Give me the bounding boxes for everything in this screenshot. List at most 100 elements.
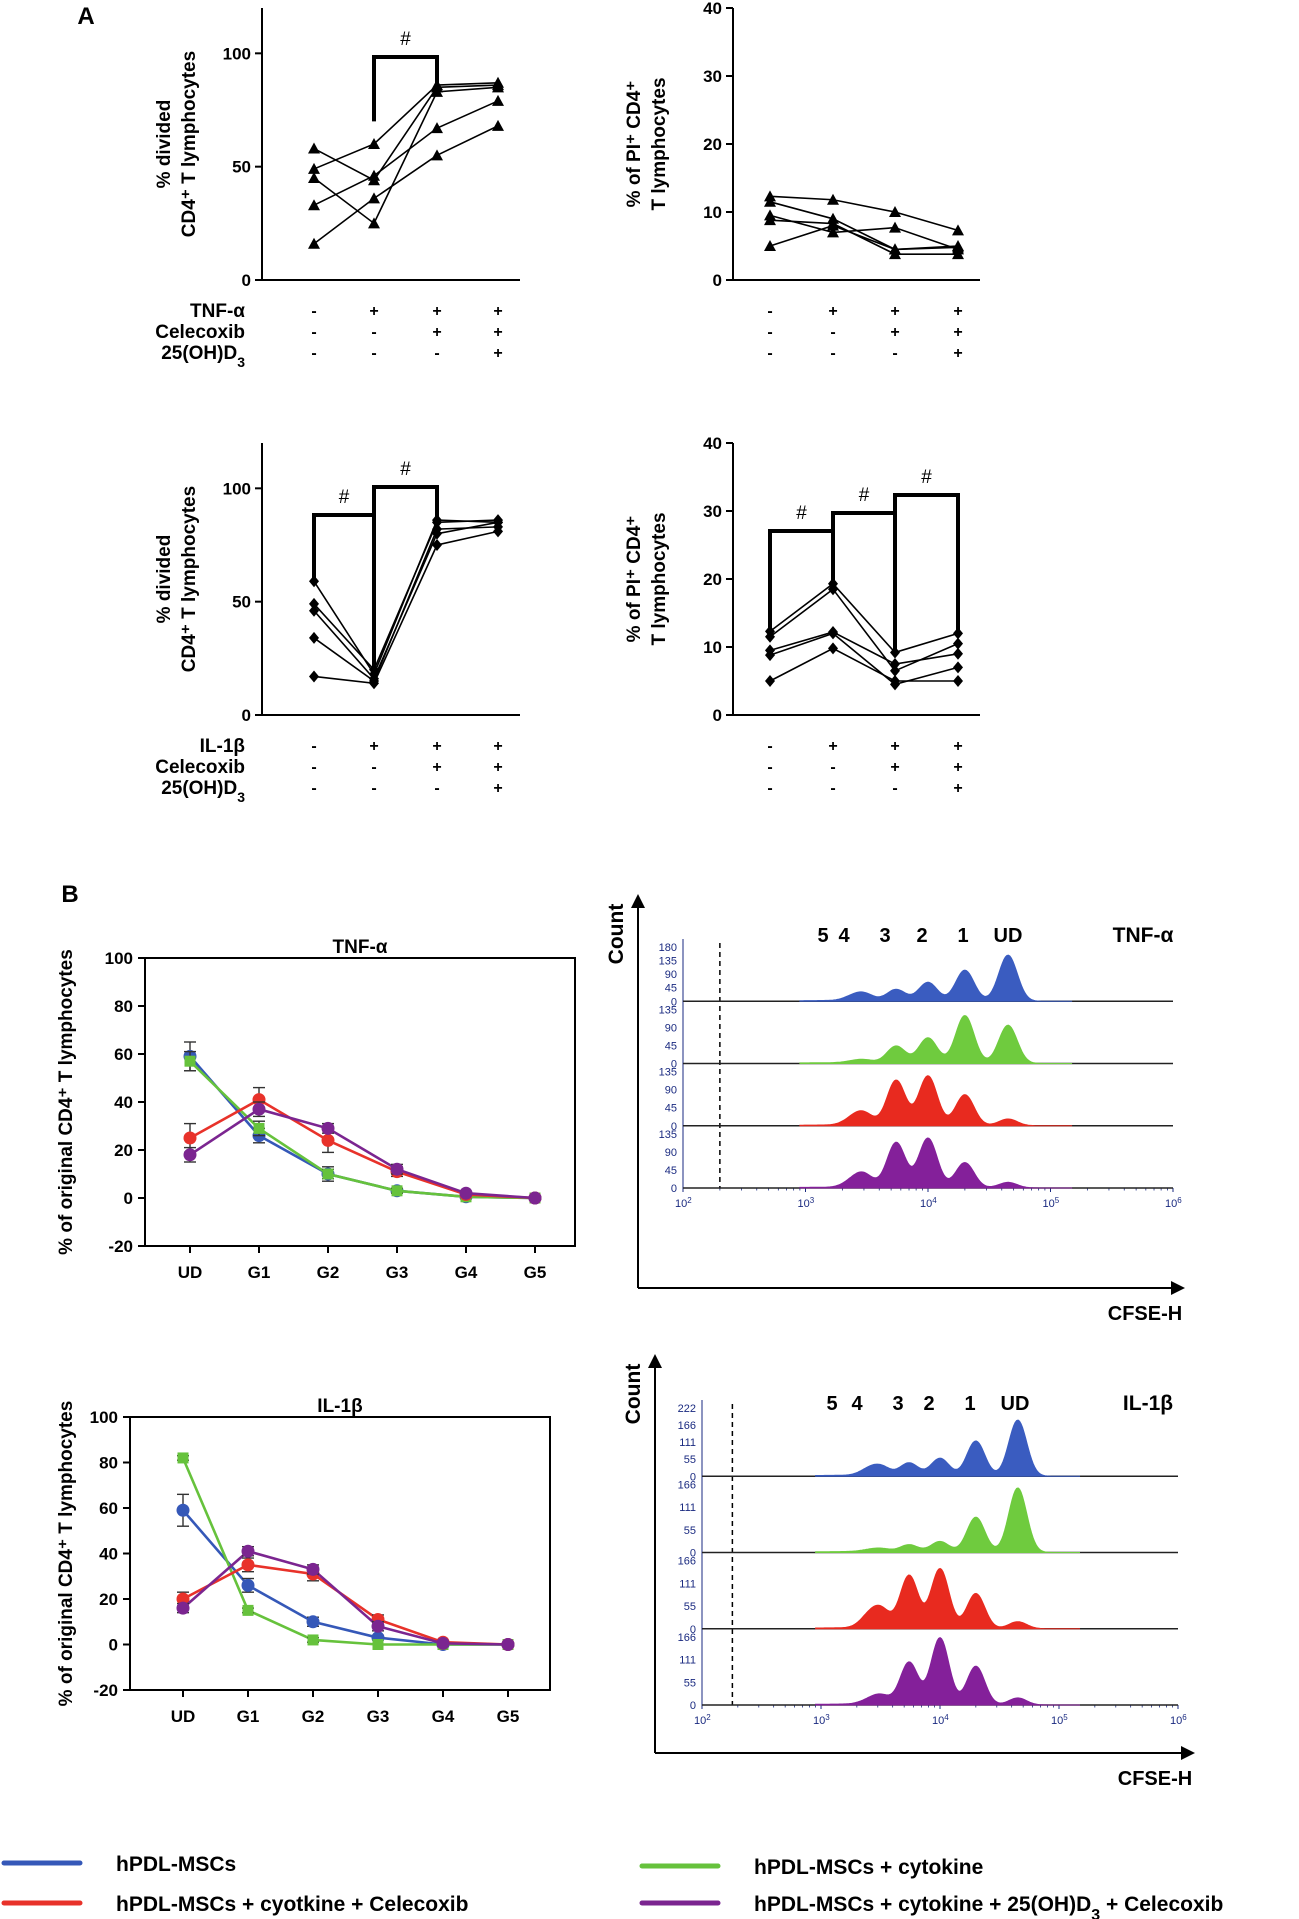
x-tick-label: G1 bbox=[248, 1263, 271, 1282]
track-y-tick-label: 135 bbox=[659, 1004, 677, 1016]
track-y-tick-label: 90 bbox=[665, 1085, 677, 1097]
data-point bbox=[309, 575, 319, 588]
histogram-area bbox=[815, 1419, 1081, 1477]
data-point bbox=[501, 1638, 515, 1651]
plot-frame bbox=[129, 1416, 551, 1691]
y-tick-label: 20 bbox=[114, 1141, 133, 1160]
track-y-tick-label: 0 bbox=[671, 996, 677, 1008]
condition-sign: - bbox=[830, 759, 835, 776]
data-point bbox=[308, 162, 320, 174]
x-tick-label: G1 bbox=[237, 1707, 260, 1726]
text-part: 10 bbox=[932, 1715, 944, 1727]
data-point bbox=[889, 243, 901, 255]
y-tick-label: 40 bbox=[703, 0, 722, 18]
significance-bracket bbox=[372, 485, 439, 670]
data-point bbox=[952, 224, 964, 236]
legend-label: hPDL-MSCs + cytokine bbox=[754, 1856, 983, 1879]
condition-sign: - bbox=[767, 738, 772, 755]
y-tick-label: 20 bbox=[703, 135, 722, 154]
track-y-tick-label: 55 bbox=[684, 1677, 696, 1689]
condition-sign: + bbox=[828, 303, 837, 320]
data-point bbox=[890, 658, 900, 670]
data-point bbox=[391, 1185, 403, 1197]
series-line bbox=[182, 1549, 509, 1646]
legend-label: hPDL-MSCs + cytokine + 25(OH)D3 + Celeco… bbox=[754, 1893, 1223, 1919]
data-point bbox=[183, 1148, 197, 1162]
text-part: 2 bbox=[687, 1196, 692, 1205]
series-line bbox=[313, 530, 499, 685]
y-tick-label: 40 bbox=[114, 1093, 133, 1112]
y-tick-label: 80 bbox=[99, 1454, 118, 1473]
series-line bbox=[769, 632, 959, 686]
B_tnf_generations-plot: -20 0 20 40 60 80 100 UD G1 G2 G3 G4 G5 TNF-α % of ori… bbox=[56, 937, 576, 1282]
track-y-tick-label: 166 bbox=[678, 1420, 696, 1432]
data-point bbox=[889, 206, 901, 217]
condition-sign: - bbox=[767, 345, 772, 362]
track-y-tick-label: 135 bbox=[659, 1067, 677, 1079]
data-point bbox=[176, 1503, 190, 1517]
x-tick-label: G2 bbox=[302, 1707, 325, 1726]
condition-sign: + bbox=[890, 303, 899, 320]
track-y-tick-label: 111 bbox=[679, 1502, 696, 1514]
y-axis-title: CD4⁺ T lymphocytes bbox=[179, 486, 200, 672]
data-point bbox=[828, 627, 838, 640]
series-line bbox=[769, 647, 958, 682]
series-line bbox=[182, 1509, 508, 1646]
peak-label: 4 bbox=[838, 925, 850, 947]
data-point bbox=[309, 631, 319, 644]
text-part: 10 bbox=[813, 1715, 825, 1727]
text-part: 5 bbox=[1055, 1196, 1060, 1205]
data-point bbox=[308, 237, 320, 249]
text-part: 6 bbox=[1182, 1713, 1187, 1722]
data-point bbox=[368, 192, 380, 204]
significance-bracket bbox=[831, 511, 897, 653]
peak-label: 1 bbox=[964, 1393, 975, 1415]
data-point bbox=[765, 630, 775, 643]
condition-sign: + bbox=[493, 345, 502, 362]
plot-title: IL-1β bbox=[317, 1396, 362, 1417]
track-y-tick-label: 90 bbox=[665, 969, 677, 981]
data-point bbox=[253, 1122, 265, 1134]
peak-label: 1 bbox=[957, 925, 968, 947]
condition-sign: - bbox=[371, 759, 376, 776]
histogram-area bbox=[799, 1014, 1073, 1064]
data-point bbox=[889, 221, 901, 233]
data-point bbox=[308, 199, 320, 211]
x-tick-label: 105 bbox=[1051, 1713, 1068, 1728]
condition-sign: + bbox=[432, 759, 441, 776]
x-tick-label: 102 bbox=[694, 1713, 711, 1728]
x-tick-label: 103 bbox=[798, 1196, 815, 1211]
y-tick-label: 30 bbox=[703, 502, 722, 521]
peak-label: 3 bbox=[892, 1393, 903, 1415]
condition-sign: - bbox=[371, 324, 376, 341]
y-tick-label: 80 bbox=[114, 997, 133, 1016]
series-line bbox=[769, 588, 959, 672]
significance-marker: # bbox=[796, 503, 807, 524]
peak-label: 3 bbox=[879, 925, 890, 947]
y-tick-label: 50 bbox=[232, 158, 251, 177]
data-point bbox=[176, 1601, 190, 1615]
histogram-area bbox=[799, 1075, 1073, 1127]
data-point bbox=[309, 670, 319, 683]
condition-sign: - bbox=[892, 345, 897, 362]
histogram-area bbox=[815, 1637, 1080, 1706]
track-y-tick-label: 135 bbox=[659, 956, 677, 968]
y-tick-label: 100 bbox=[223, 479, 251, 498]
significance-marker: # bbox=[400, 29, 411, 50]
data-point bbox=[431, 149, 443, 161]
series-line bbox=[313, 82, 499, 170]
x-tick-label: 106 bbox=[1170, 1713, 1187, 1728]
data-point bbox=[369, 677, 379, 690]
data-point bbox=[528, 1191, 542, 1205]
condition-sign: - bbox=[371, 345, 376, 362]
A_il1_pi-plot: 0 10 20 30 40 % of PI⁺ CD4⁺ T lymphocytes # # # - -… bbox=[624, 434, 980, 797]
cfse-label: CFSE-H bbox=[1108, 1303, 1182, 1325]
series-line bbox=[313, 521, 499, 681]
significance-marker: # bbox=[339, 487, 350, 508]
series-line bbox=[189, 1107, 536, 1200]
data-point bbox=[890, 664, 900, 677]
data-point bbox=[308, 142, 320, 154]
condition-sign: - bbox=[830, 345, 835, 362]
data-point bbox=[242, 1604, 254, 1616]
